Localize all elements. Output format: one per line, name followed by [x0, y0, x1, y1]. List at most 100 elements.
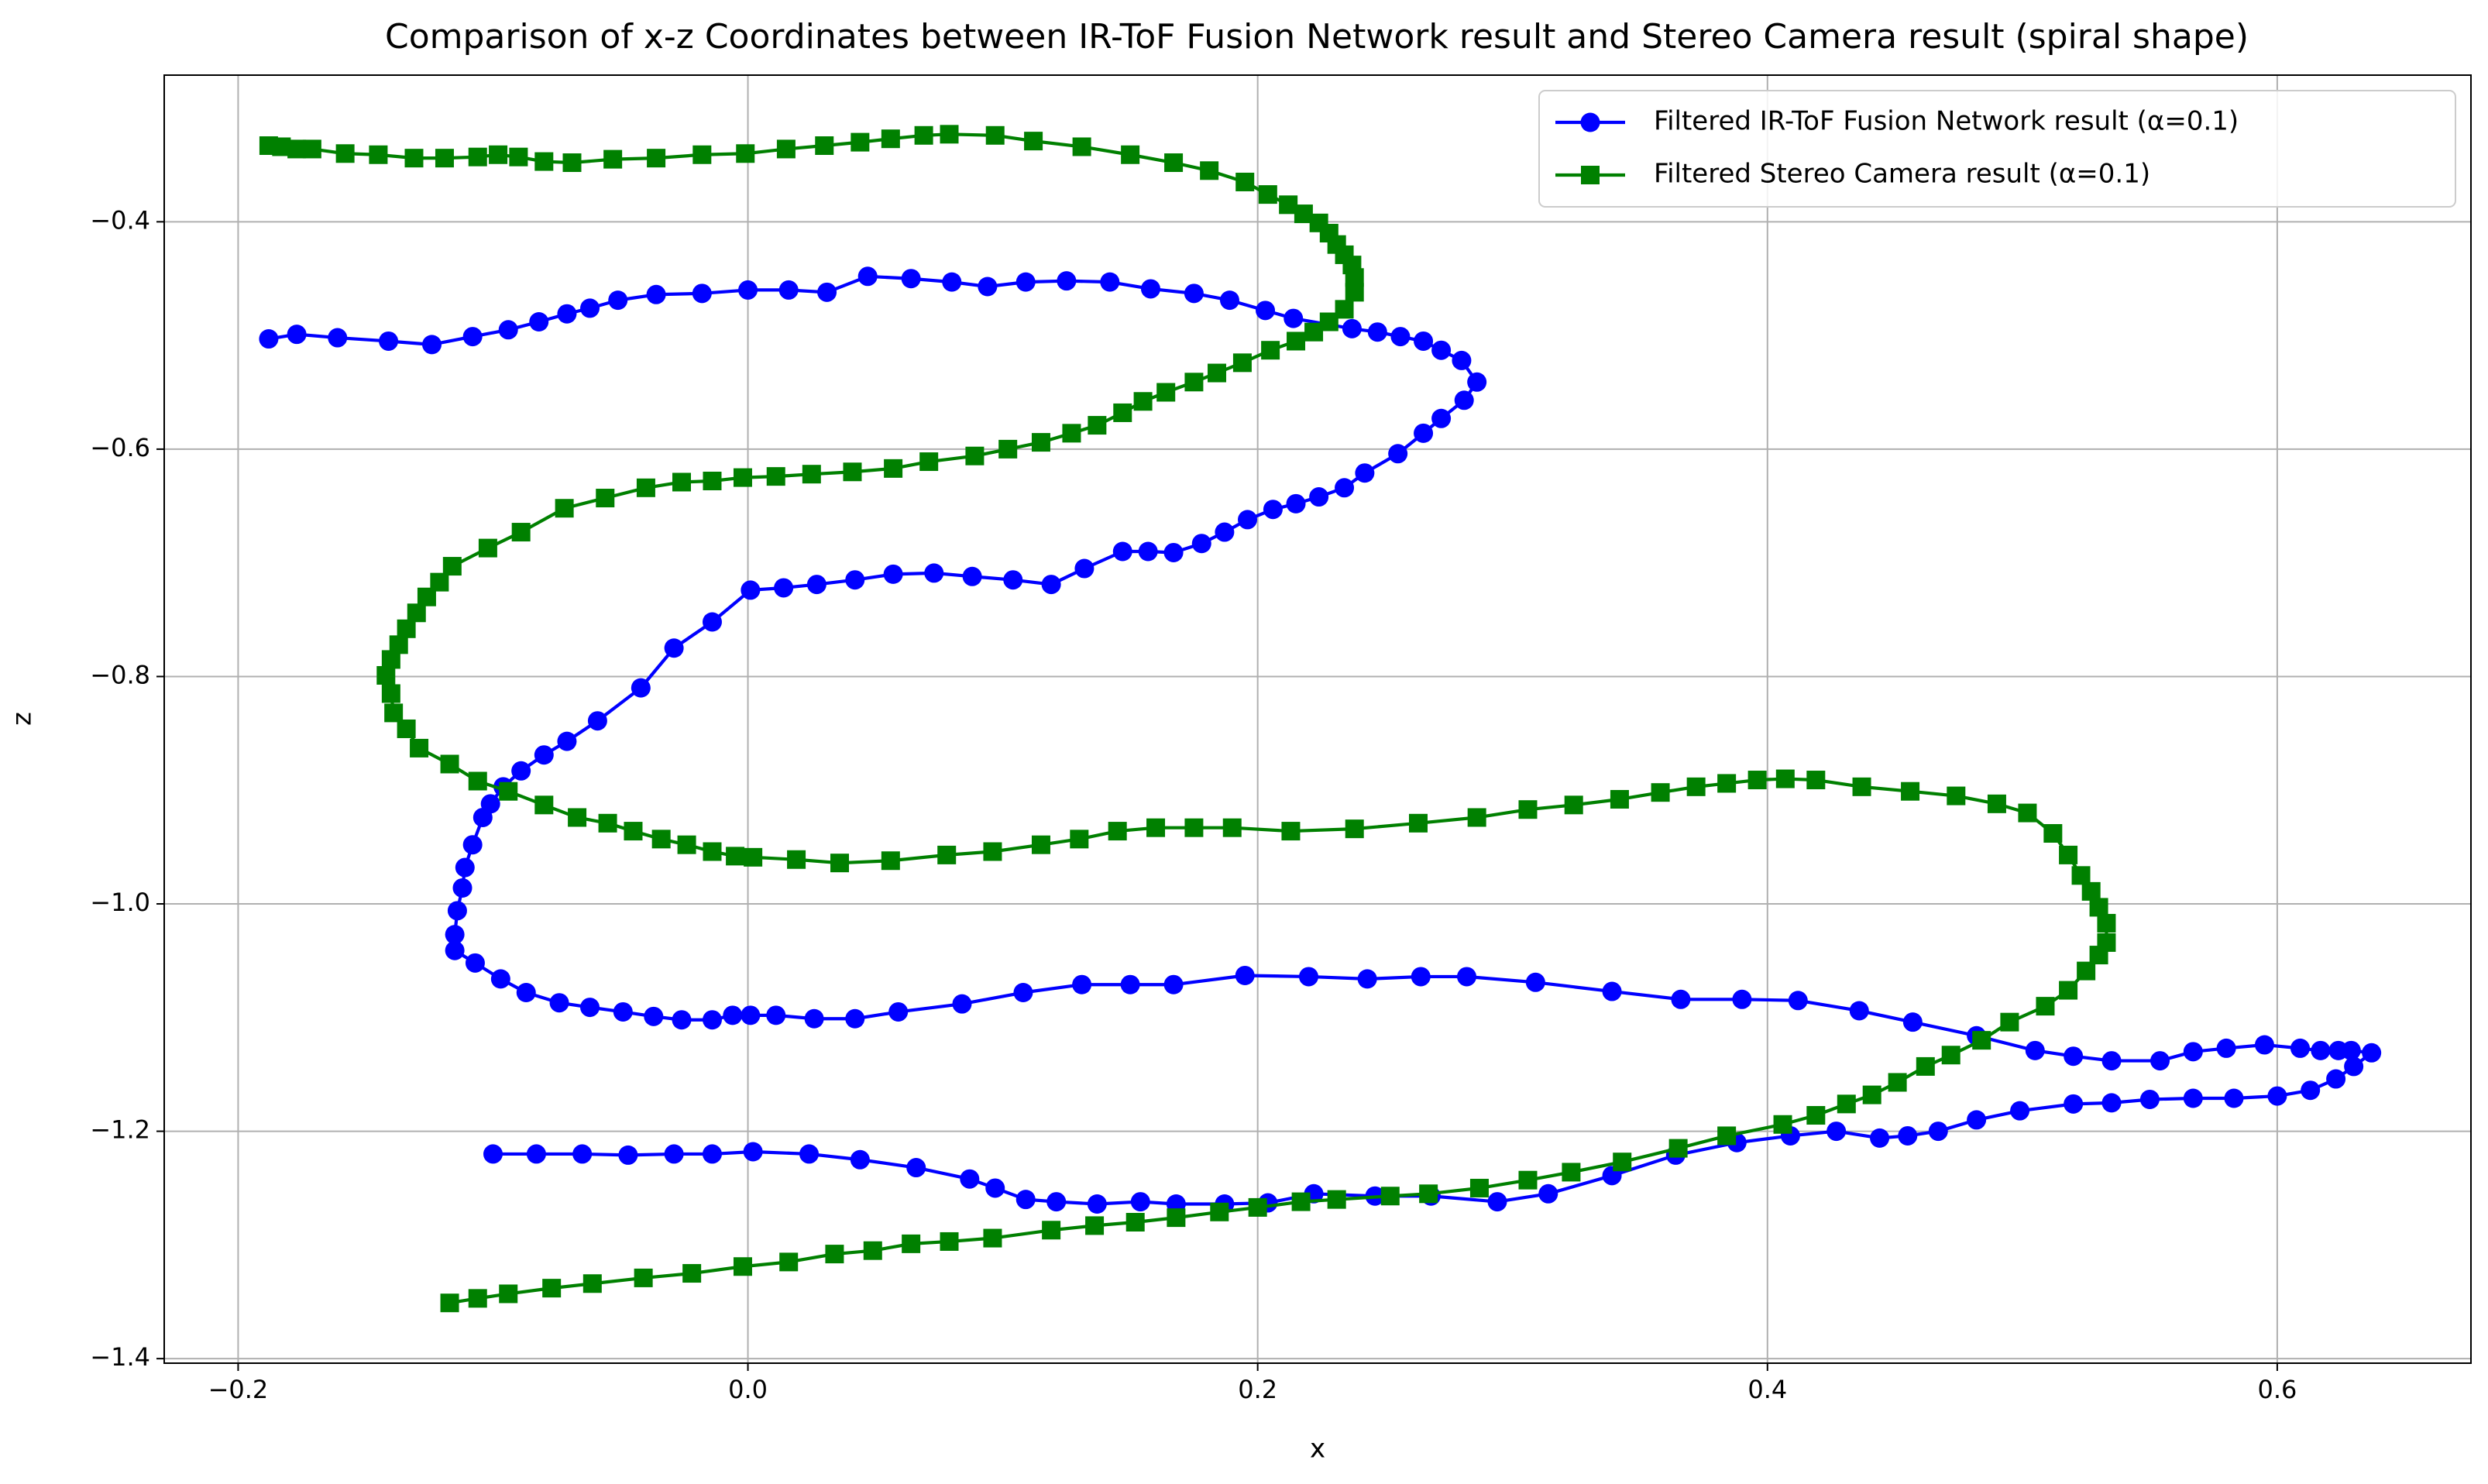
point	[1431, 340, 1452, 360]
point	[692, 283, 712, 304]
point	[677, 835, 696, 854]
point	[1717, 774, 1737, 793]
series-line	[268, 274, 2373, 1206]
point	[1164, 153, 1184, 173]
point	[468, 1289, 487, 1308]
point	[511, 523, 531, 542]
point	[1112, 541, 1132, 562]
point	[843, 462, 862, 482]
point	[2224, 1088, 2244, 1108]
point	[1345, 283, 1364, 302]
point	[1469, 1178, 1489, 1197]
point	[2311, 1040, 2331, 1060]
point	[1085, 1216, 1105, 1235]
point	[703, 471, 722, 490]
point	[287, 325, 307, 345]
point	[2290, 1038, 2311, 1058]
point	[2183, 1088, 2203, 1108]
point	[462, 835, 483, 855]
point	[404, 149, 424, 168]
point	[672, 1010, 692, 1030]
point	[857, 266, 878, 287]
point	[978, 277, 998, 297]
point	[901, 269, 921, 289]
point	[1972, 1031, 1991, 1050]
point	[1298, 967, 1318, 987]
point	[1130, 1192, 1150, 1212]
point	[526, 1144, 546, 1164]
point	[1335, 478, 1355, 498]
point	[369, 145, 388, 164]
y-tick-label: −0.6	[90, 433, 150, 462]
point	[1747, 771, 1767, 790]
point	[1788, 991, 1808, 1011]
point	[1610, 789, 1629, 809]
point	[468, 147, 487, 167]
y-axis-label: z	[7, 712, 38, 726]
point	[407, 603, 426, 623]
point	[1263, 500, 1283, 520]
point	[2183, 1042, 2203, 1062]
y-tick-label: −1.4	[90, 1342, 150, 1372]
point	[440, 1293, 459, 1313]
point	[998, 439, 1018, 459]
point	[445, 925, 465, 945]
point	[776, 139, 796, 159]
point	[985, 125, 1005, 145]
point	[557, 731, 577, 751]
point	[960, 1169, 980, 1189]
point	[1219, 290, 1239, 311]
x-tick-label: 0.6	[2257, 1375, 2297, 1404]
point	[1210, 1202, 1229, 1221]
point	[1222, 818, 1242, 837]
point	[1651, 783, 1670, 802]
point	[1916, 1056, 1935, 1076]
point	[1538, 1183, 1558, 1204]
point	[779, 1252, 799, 1272]
point	[445, 940, 465, 960]
point	[766, 1005, 786, 1025]
point	[1015, 272, 1036, 292]
point	[1167, 1208, 1186, 1228]
point	[1355, 463, 1375, 483]
point	[1414, 331, 1434, 351]
point	[1602, 981, 1622, 1001]
point	[2254, 1035, 2274, 1055]
point	[825, 1245, 844, 1264]
point	[618, 1145, 638, 1165]
x-tick-label: −0.2	[208, 1375, 269, 1404]
point	[259, 329, 279, 349]
point	[1284, 308, 1304, 328]
point	[582, 1274, 602, 1293]
point	[384, 703, 404, 723]
point	[802, 465, 821, 484]
x-tick-label: 0.2	[1238, 1375, 1277, 1404]
point	[983, 1228, 1002, 1248]
point	[302, 139, 321, 159]
legend-box	[1538, 90, 2456, 208]
point	[1070, 830, 1089, 849]
point	[2000, 1012, 2019, 1032]
point	[516, 983, 536, 1003]
point	[2010, 1101, 2030, 1121]
point	[664, 1144, 684, 1164]
point	[511, 761, 531, 781]
point	[942, 272, 962, 292]
point	[1248, 1197, 1267, 1217]
point	[447, 901, 467, 921]
point	[2139, 1089, 2160, 1109]
y-tick-label: −0.4	[90, 205, 150, 235]
y-tick-label: −0.8	[90, 660, 150, 689]
point	[1074, 558, 1095, 579]
point	[965, 446, 985, 465]
point	[1072, 137, 1091, 156]
point	[733, 1257, 752, 1276]
point	[1120, 974, 1140, 994]
point	[1024, 132, 1043, 151]
point	[2267, 1086, 2287, 1106]
point	[815, 136, 834, 156]
point	[1087, 1194, 1107, 1214]
point	[1208, 363, 1227, 383]
point	[1281, 822, 1301, 841]
point	[743, 1142, 763, 1162]
